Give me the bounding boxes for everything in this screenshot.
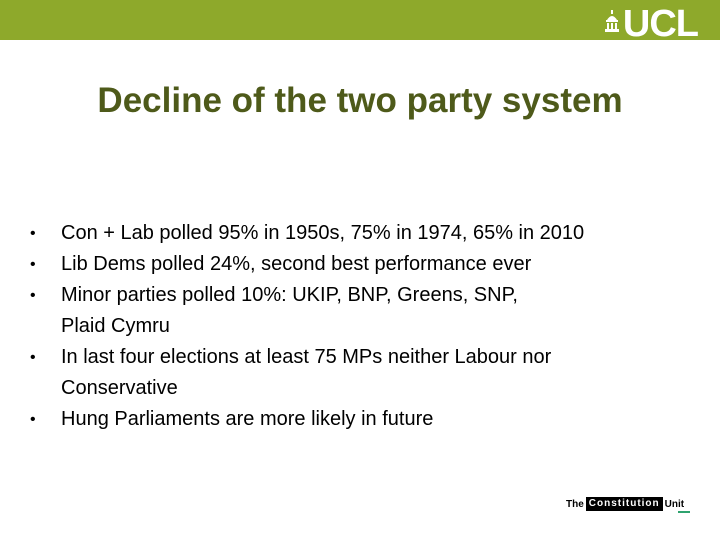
bullet-item: • Hung Parliaments are more likely in fu… bbox=[30, 404, 700, 435]
logo-unit: Unit bbox=[664, 498, 685, 510]
bullet-list: • Con + Lab polled 95% in 1950s, 75% in … bbox=[30, 218, 700, 435]
ucl-logo-text: UCL bbox=[622, 3, 699, 45]
bullet-text: Lib Dems polled 24%, second best perform… bbox=[61, 253, 532, 275]
constitution-unit-logo: The Constitution Unit bbox=[566, 497, 684, 511]
bullet-text: In last four elections at least 75 MPs n… bbox=[61, 346, 552, 368]
bullet-text-continued: Plaid Cymru bbox=[61, 315, 170, 337]
slide-title: Decline of the two party system bbox=[97, 81, 623, 120]
ucl-logo: UCL bbox=[604, 3, 699, 45]
bullet-dot: • bbox=[30, 256, 36, 273]
bullet-item: • Con + Lab polled 95% in 1950s, 75% in … bbox=[30, 218, 700, 249]
logo-the: The bbox=[566, 498, 584, 510]
ucl-dome-icon bbox=[604, 10, 619, 32]
bullet-dot: • bbox=[30, 411, 36, 428]
bullet-text-continued: Conservative bbox=[61, 377, 178, 399]
logo-underline bbox=[678, 511, 690, 513]
bullet-item: • Minor parties polled 10%: UKIP, BNP, G… bbox=[30, 280, 700, 342]
bullet-item: • In last four elections at least 75 MPs… bbox=[30, 342, 700, 404]
bullet-dot: • bbox=[30, 225, 36, 242]
bullet-item: • Lib Dems polled 24%, second best perfo… bbox=[30, 249, 700, 280]
bullet-dot: • bbox=[30, 287, 36, 304]
bullet-text: Hung Parliaments are more likely in futu… bbox=[61, 408, 434, 430]
logo-name: Constitution bbox=[585, 497, 663, 511]
bullet-text: Con + Lab polled 95% in 1950s, 75% in 19… bbox=[61, 222, 585, 244]
bullet-dot: • bbox=[30, 349, 36, 366]
bullet-text: Minor parties polled 10%: UKIP, BNP, Gre… bbox=[61, 284, 518, 306]
header-bar: UCL bbox=[0, 0, 720, 45]
